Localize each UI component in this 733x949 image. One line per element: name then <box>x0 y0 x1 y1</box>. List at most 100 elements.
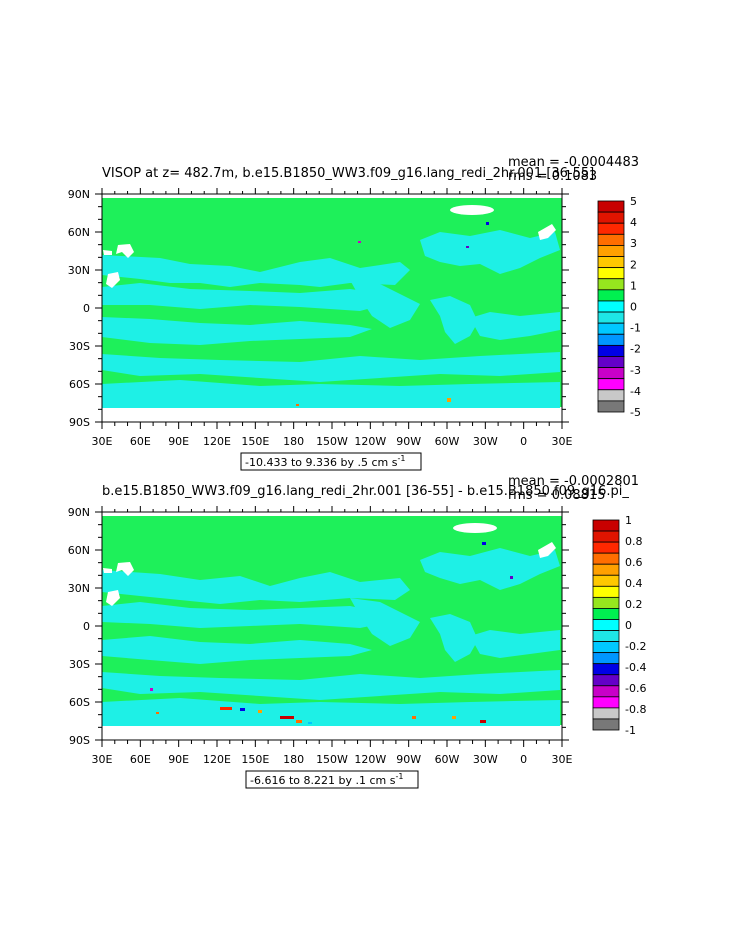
panel-2-ytick-label: 60S <box>69 696 90 709</box>
panel-2-xtick-label: 90W <box>396 753 421 766</box>
panel-2-title: b.e15.B1850_WW3.f09_g16.lang_redi_2hr.00… <box>102 484 629 499</box>
panel-2-colorbar-swatch <box>592 663 620 676</box>
panel-1-colorbar-swatch <box>597 389 625 402</box>
panel-2-xtick-label: 60E <box>130 753 151 766</box>
panel-1-colorbar-label: -2 <box>630 343 641 356</box>
panel-2-colorbar-swatch <box>592 574 620 587</box>
panel-1-colorbar-label: 1 <box>630 279 637 292</box>
panel-1-range-label: -10.433 to 9.336 by .5 cm s-1 <box>245 454 405 469</box>
panel-2-ytick-label: 30S <box>69 658 90 671</box>
panel-1-colorbar-swatch <box>597 311 625 324</box>
panel-1-ytick-label: 90S <box>69 416 90 429</box>
panel-1-colorbar-swatch <box>597 278 625 291</box>
panel-2-colorbar-label: 0.4 <box>625 577 643 590</box>
panel-2-xtick-label: 60W <box>435 753 460 766</box>
panel-2-xtick-label: 150W <box>316 753 348 766</box>
panel-2-mean: mean = -0.0002801 <box>508 474 639 489</box>
panel-1-colorbar-swatch <box>597 256 625 269</box>
panel-1-axes: 30E 60E 90E 120E 150E 180 150W 120W 90W 60W 30W 0 30… <box>68 188 573 448</box>
panel-2-xtick-label: 30E <box>92 753 113 766</box>
panel-1-colorbar-label: 4 <box>630 216 637 229</box>
panel-1-colorbar: 5 4 3 2 1 0 -1 -2 -3 -4 -5 <box>597 195 641 419</box>
panel-2-colorbar-swatch <box>592 652 620 665</box>
panel-2-colorbar-swatch <box>592 519 620 532</box>
panel-1-ytick-label: 30N <box>68 264 90 277</box>
panel-1-secondary-shade <box>102 230 560 408</box>
panel-2-colorbar-swatch <box>592 619 620 631</box>
panel-2-colorbar-swatch <box>592 641 620 654</box>
panel-2-xtick-label: 150E <box>241 753 269 766</box>
panel-2-xtick-label: 180 <box>283 753 304 766</box>
panel-2-colorbar-swatch <box>592 718 620 731</box>
panel-2-colorbar-label: -0.8 <box>625 703 646 716</box>
panel-1-xtick-label: 120E <box>203 435 231 448</box>
panel-1-rms: rms = 0.1083 <box>508 169 597 184</box>
panel-1-xtick-label: 30E <box>552 435 573 448</box>
panel-1-colorbar-swatch <box>597 211 625 224</box>
panel-1-xtick-label: 30W <box>473 435 498 448</box>
panel-2-land-mask <box>102 512 562 730</box>
panel-1-ytick-label: 0 <box>83 302 90 315</box>
panel-1: VISOP at z= 482.7m, b.e15.B1850_WW3.f09_… <box>68 155 641 471</box>
panel-2-colorbar-swatch <box>592 596 620 609</box>
panel-2-colorbar-swatch <box>592 563 620 576</box>
panel-1-mean: mean = -0.0004483 <box>508 155 639 170</box>
panel-1-colorbar-swatch <box>597 333 625 346</box>
panel-1-title: VISOP at z= 482.7m, b.e15.B1850_WW3.f09_… <box>102 166 594 181</box>
panel-1-colorbar-swatch <box>597 300 625 313</box>
panel-1-xtick-label: 30E <box>92 435 113 448</box>
panel-2-colorbar-swatch <box>592 608 620 620</box>
panel-2-colorbar-swatch <box>592 707 620 720</box>
panel-1-colorbar-swatch <box>597 289 625 302</box>
panel-1-colorbar-swatch <box>597 267 625 280</box>
panel-1-ytick-label: 60N <box>68 226 90 239</box>
panel-1-colorbar-label: 3 <box>630 237 637 250</box>
panel-2-colorbar-label: -0.4 <box>625 661 646 674</box>
panel-1-colorbar-label: 2 <box>630 258 637 271</box>
panel-2-colorbar-label: 1 <box>625 514 632 527</box>
panel-1-xtick-label: 150W <box>316 435 348 448</box>
panel-2-colorbar-swatch <box>592 630 620 642</box>
panel-2-colorbar-label: -0.2 <box>625 640 646 653</box>
panel-2-colorbar-swatch <box>592 585 620 598</box>
panel-2-colorbar-swatch <box>592 541 620 554</box>
panel-1-xtick-label: 180 <box>283 435 304 448</box>
panel-2-colorbar-label: 0.8 <box>625 535 643 548</box>
panel-2: b.e15.B1850_WW3.f09_g16.lang_redi_2hr.00… <box>68 474 646 789</box>
panel-2-axes: 30E 60E 90E 120E 150E 180 150W 120W 90W 60W 30W 0 30… <box>68 506 573 766</box>
panel-1-colorbar-label: -4 <box>630 385 641 398</box>
panel-1-colorbar-swatch <box>597 344 625 357</box>
panel-2-colorbar-label: 0.2 <box>625 598 643 611</box>
panel-2-ytick-label: 90S <box>69 734 90 747</box>
panel-2-ytick-label: 60N <box>68 544 90 557</box>
panel-1-xtick-label: 0 <box>520 435 527 448</box>
panel-1-colorbar-swatch <box>597 356 625 368</box>
panel-2-ytick-label: 30N <box>68 582 90 595</box>
panel-2-rms: rms = 0.08815 <box>508 488 605 503</box>
panel-1-xtick-label: 90E <box>168 435 189 448</box>
panel-2-colorbar-label: -1 <box>625 724 636 737</box>
panel-2-xtick-label: 30E <box>552 753 573 766</box>
panel-2-colorbar-swatch <box>592 696 620 709</box>
panel-2-colorbar-swatch <box>592 685 620 698</box>
panel-2-colorbar-label: 0.6 <box>625 556 643 569</box>
panel-2-secondary-shade <box>102 548 560 726</box>
panel-1-xtick-label: 150E <box>241 435 269 448</box>
panel-1-colorbar-label: -1 <box>630 322 641 335</box>
panel-2-colorbar-label: -0.6 <box>625 682 646 695</box>
panel-2-speckles <box>150 542 513 724</box>
panel-2-colorbar-label: 0 <box>625 619 632 632</box>
panel-1-colorbar-label: -3 <box>630 364 641 377</box>
panel-1-ytick-label: 60S <box>69 378 90 391</box>
panel-1-xtick-label: 60E <box>130 435 151 448</box>
panel-1-speckles <box>296 222 489 406</box>
panel-2-colorbar-swatch <box>592 674 620 687</box>
panel-1-range-box: -10.433 to 9.336 by .5 cm s-1 <box>240 452 422 471</box>
panel-2-xtick-label: 120W <box>354 753 386 766</box>
panel-1-colorbar-swatch <box>597 200 625 213</box>
panel-1-xtick-label: 120W <box>354 435 386 448</box>
panel-1-colorbar-label: 5 <box>630 195 637 208</box>
panel-1-colorbar-swatch <box>597 222 625 235</box>
panel-2-colorbar-swatch <box>592 552 620 565</box>
